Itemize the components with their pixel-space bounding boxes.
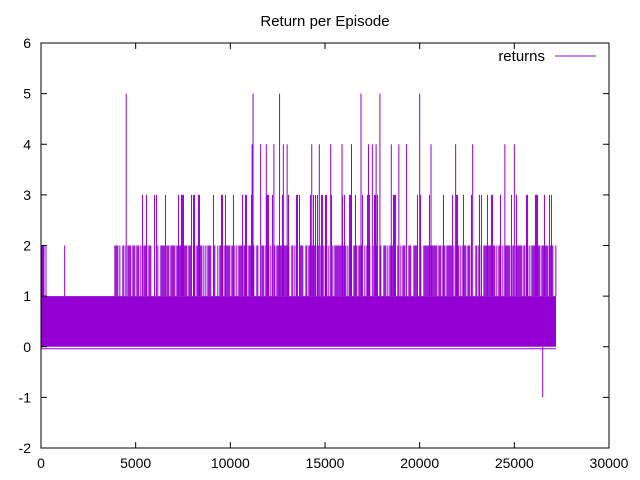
- y-tick-label: 2: [23, 238, 31, 254]
- y-tick-label: 3: [23, 187, 31, 203]
- y-tick-label: -1: [19, 389, 32, 405]
- y-tick-label: 5: [23, 86, 31, 102]
- y-tick-label: 4: [23, 136, 31, 152]
- x-tick-label: 0: [37, 455, 45, 471]
- y-tick-label: 0: [23, 339, 31, 355]
- chart-title: Return per Episode: [260, 13, 389, 30]
- x-tick-label: 15000: [306, 455, 345, 471]
- x-tick-label: 10000: [211, 455, 250, 471]
- x-tick-label: 30000: [590, 455, 629, 471]
- series-layer: [41, 93, 557, 398]
- axes-layer: 0 5000 10000 15000 20000 25000 30000 -2 -1 0 1 2 3 4 5…: [19, 35, 629, 471]
- y-tick-label: 1: [23, 288, 31, 304]
- legend: returns: [498, 48, 596, 65]
- x-tick-label: 25000: [495, 455, 534, 471]
- x-tick-label: 5000: [120, 455, 151, 471]
- returns-level-2-region: [41, 245, 47, 297]
- x-tick-label: 20000: [400, 455, 439, 471]
- returns-band-0-1: [41, 296, 556, 347]
- y-tick-label: -2: [19, 440, 32, 456]
- legend-label-returns: returns: [498, 48, 545, 65]
- y-tick-label: 6: [23, 35, 31, 51]
